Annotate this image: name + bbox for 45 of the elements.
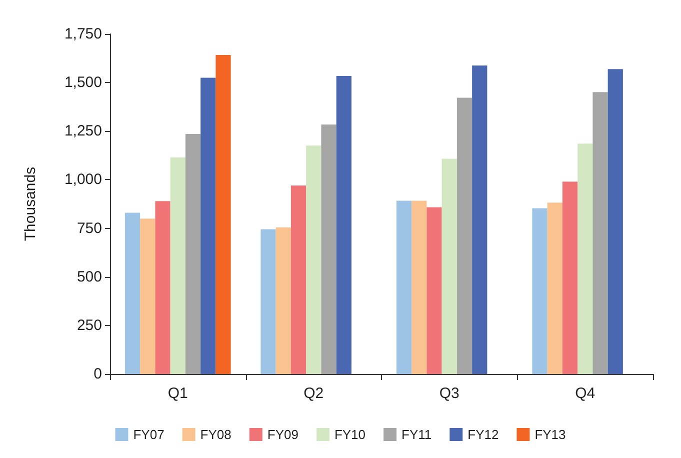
bar <box>200 78 216 374</box>
legend-label: FY07 <box>133 427 164 442</box>
bar <box>185 134 201 374</box>
x-tick-label: Q1 <box>168 385 188 402</box>
bar <box>412 200 427 374</box>
y-tick-label: 750 <box>76 220 102 237</box>
bar <box>578 144 593 374</box>
x-tick-label: Q2 <box>304 385 324 402</box>
bar <box>592 92 608 374</box>
bar <box>216 54 231 374</box>
legend-label: FY08 <box>200 427 232 442</box>
y-axis-title: Thousands <box>22 166 39 242</box>
y-tick-label: 1,250 <box>64 122 102 140</box>
y-tick-label: 0 <box>94 366 102 382</box>
x-tick-label: Q3 <box>439 385 460 402</box>
legend-label: FY10 <box>334 427 366 442</box>
bar <box>456 98 472 374</box>
bar <box>290 186 306 374</box>
bar <box>396 200 412 374</box>
bar <box>547 202 562 374</box>
bar <box>276 227 291 374</box>
bar <box>170 157 186 374</box>
y-tick-label: 1,000 <box>64 171 102 188</box>
x-tick-label: Q4 <box>575 385 596 402</box>
legend-label: FY09 <box>267 427 298 442</box>
bar <box>140 218 156 374</box>
legend-label: FY12 <box>468 427 499 442</box>
y-tick-label: 1,500 <box>64 74 102 92</box>
bar <box>260 229 276 374</box>
bar <box>442 158 457 374</box>
bar <box>124 212 140 374</box>
bar <box>321 124 336 374</box>
bar <box>608 69 623 374</box>
bar <box>562 182 578 374</box>
bar <box>306 146 322 374</box>
bar <box>472 65 488 374</box>
y-tick-label: 1,750 <box>64 26 102 42</box>
bar <box>532 208 548 374</box>
bar <box>336 76 352 374</box>
y-tick-label: 250 <box>76 316 102 334</box>
bar <box>155 201 170 374</box>
legend-label: FY13 <box>534 427 566 442</box>
legend-label: FY11 <box>402 427 432 442</box>
y-tick-label: 500 <box>76 268 102 286</box>
bar <box>426 207 442 374</box>
